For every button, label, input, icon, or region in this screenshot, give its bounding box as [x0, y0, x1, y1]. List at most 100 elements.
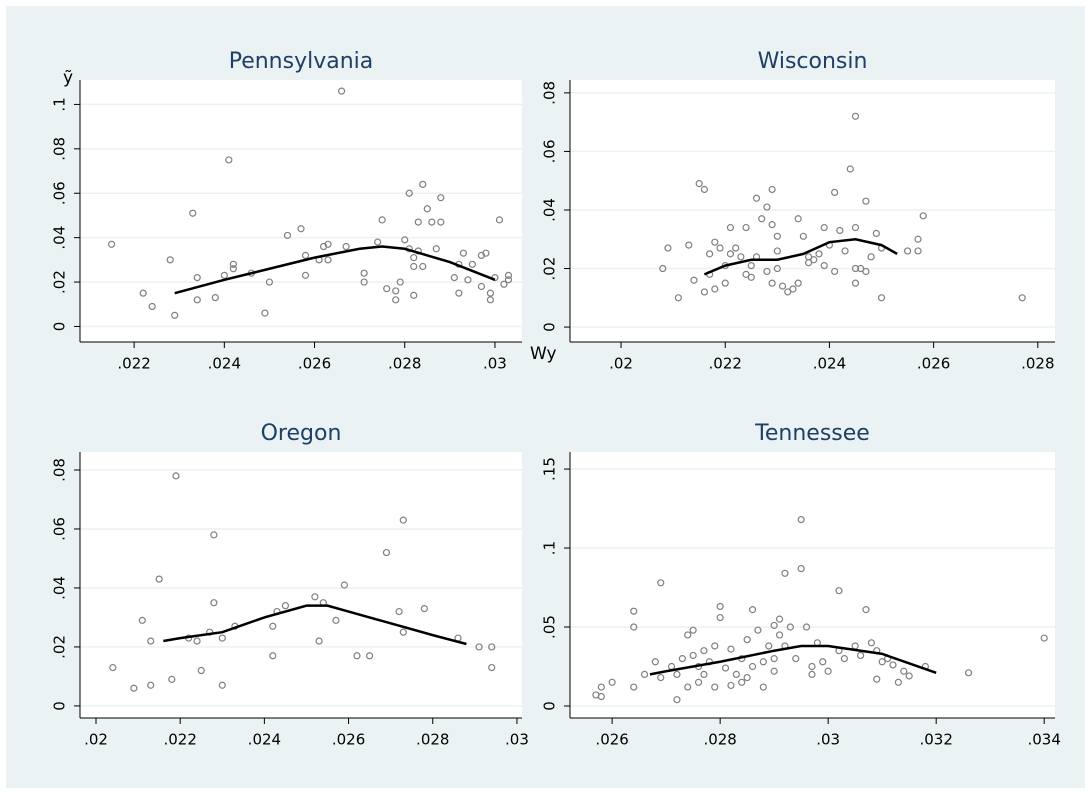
point — [486, 296, 495, 304]
point — [450, 274, 458, 282]
point — [486, 289, 495, 297]
point — [211, 293, 219, 302]
point — [778, 282, 787, 290]
point — [360, 269, 368, 277]
point — [763, 203, 771, 211]
point — [468, 260, 476, 268]
plot-area — [570, 80, 1055, 342]
point — [781, 569, 789, 577]
point — [659, 264, 667, 273]
point — [495, 216, 504, 224]
point — [894, 678, 902, 686]
point — [700, 288, 709, 296]
point — [770, 655, 778, 663]
point — [903, 247, 912, 255]
point — [768, 185, 776, 194]
point — [763, 267, 771, 276]
point — [172, 472, 180, 480]
point — [900, 667, 908, 675]
point — [784, 288, 792, 296]
point — [414, 218, 422, 226]
point — [759, 658, 767, 666]
point — [857, 264, 865, 273]
point — [684, 683, 692, 691]
point — [878, 658, 886, 666]
x-tick-label: .026 — [332, 731, 365, 749]
point — [964, 669, 973, 677]
point — [684, 631, 692, 639]
point — [862, 197, 870, 205]
plot-area — [570, 452, 1055, 718]
point — [168, 675, 176, 683]
y-tick-label: 0 — [541, 322, 559, 332]
point — [831, 267, 839, 276]
chart-title: Oregon — [261, 421, 342, 446]
point — [220, 271, 228, 279]
point — [773, 247, 781, 255]
x-axis-label: Wy — [530, 344, 557, 364]
point — [797, 564, 805, 573]
point — [873, 675, 881, 683]
point — [819, 658, 827, 666]
y-tick-label: .04 — [51, 576, 69, 600]
x-tick-label: .024 — [208, 355, 241, 373]
point — [674, 294, 682, 302]
point — [732, 670, 740, 679]
y-tick-label: 0 — [51, 322, 69, 332]
point — [597, 683, 605, 691]
point — [374, 238, 382, 246]
point — [824, 667, 832, 675]
point — [324, 240, 332, 248]
x-tick-label: .024 — [813, 355, 846, 373]
point — [815, 250, 823, 258]
point — [711, 285, 719, 293]
point — [210, 599, 218, 607]
point — [742, 270, 750, 278]
point — [608, 678, 616, 686]
point — [727, 645, 735, 653]
point — [768, 279, 776, 287]
point — [716, 244, 724, 252]
point — [399, 516, 407, 524]
point — [673, 670, 681, 679]
point — [630, 607, 638, 615]
point — [711, 238, 719, 246]
point — [504, 271, 513, 279]
point — [147, 681, 155, 689]
point — [846, 165, 854, 173]
point — [792, 655, 800, 663]
x-tick-label: .028 — [388, 355, 421, 373]
y-tick-label: .15 — [541, 457, 559, 481]
point — [340, 581, 348, 589]
y-tick-label: .08 — [51, 137, 69, 161]
point — [770, 667, 778, 675]
point — [189, 209, 197, 217]
y-tick-label: .06 — [51, 181, 69, 205]
point — [225, 156, 233, 164]
point — [711, 642, 719, 650]
x-tick-label: .022 — [709, 355, 742, 373]
point — [700, 670, 708, 679]
point — [678, 655, 686, 663]
point — [265, 278, 274, 286]
point — [914, 247, 922, 255]
point — [651, 658, 659, 666]
point — [437, 194, 445, 202]
point — [420, 604, 428, 613]
point — [752, 194, 761, 202]
point — [1040, 634, 1048, 642]
chart-title: Tennessee — [754, 421, 870, 446]
x-tick-label: .034 — [1027, 731, 1060, 749]
point — [732, 244, 740, 252]
point — [193, 296, 201, 304]
point — [311, 593, 319, 601]
y-tick-label: .1 — [51, 97, 69, 111]
point — [396, 278, 404, 286]
point — [324, 256, 332, 264]
point — [401, 236, 409, 244]
point — [360, 278, 368, 286]
point — [139, 289, 147, 297]
point — [229, 265, 237, 273]
point — [315, 637, 323, 645]
point — [706, 250, 714, 258]
